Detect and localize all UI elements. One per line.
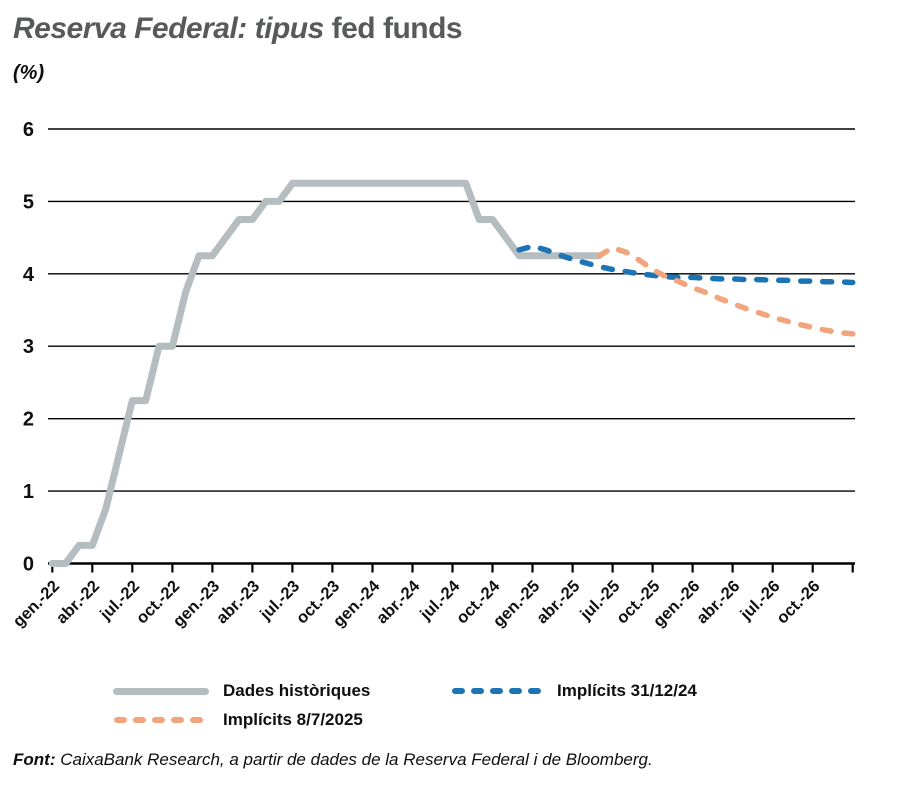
- x-tick-label: gen.-22: [10, 577, 64, 631]
- series-line-1: [516, 243, 856, 286]
- chart-subtitle: (%): [13, 62, 45, 84]
- legend-label: Implícits 8/7/2025: [223, 710, 363, 729]
- source-text: CaixaBank Research, a partir de dades de…: [55, 750, 653, 769]
- x-tick-label: abr.-24: [373, 577, 424, 628]
- series-line-2: [596, 244, 856, 337]
- y-tick-label: 6: [23, 119, 34, 141]
- y-tick-label: 2: [23, 409, 34, 431]
- chart-title: Reserva Federal: tipus fed funds: [13, 12, 463, 46]
- legend-swatch-solid-gray: [113, 687, 209, 695]
- x-tick-label: abr.-25: [533, 577, 583, 627]
- legend-item-implicits-31-12-24: Implícits 31/12/24: [451, 681, 697, 701]
- source-label: Font:: [13, 750, 56, 769]
- x-tick-label: oct.-26: [773, 577, 823, 627]
- chart-title-italic: Reserva Federal: tipus: [13, 12, 324, 45]
- x-tick-label: abr.-26: [693, 577, 743, 627]
- legend-label: Dades històriques: [223, 681, 371, 700]
- x-tick-label: abr.-22: [53, 577, 103, 627]
- series-line-0: [48, 179, 603, 567]
- legend-swatch-dashed-blue: [452, 688, 542, 694]
- y-tick-label: 3: [23, 336, 34, 358]
- legend-item-dades-historiques: Dades històriques: [113, 681, 370, 701]
- y-tick-label: 5: [23, 191, 34, 213]
- y-tick-label: 1: [23, 481, 34, 503]
- y-tick-label: 0: [23, 554, 34, 576]
- legend-swatch-dashed-orange: [114, 717, 208, 723]
- x-tick-label: abr.-23: [213, 577, 263, 627]
- source-note: Font: CaixaBank Research, a partir de da…: [13, 750, 653, 770]
- legend-item-implicits-8-7-2025: Implícits 8/7/2025: [113, 710, 363, 730]
- legend-label: Implícits 31/12/24: [557, 681, 697, 700]
- plot-area: 0123456gen.-22abr.-22jul.-22oct.-22gen.-…: [10, 119, 856, 631]
- chart-title-regular: fed funds: [323, 12, 463, 45]
- y-tick-label: 4: [23, 264, 35, 286]
